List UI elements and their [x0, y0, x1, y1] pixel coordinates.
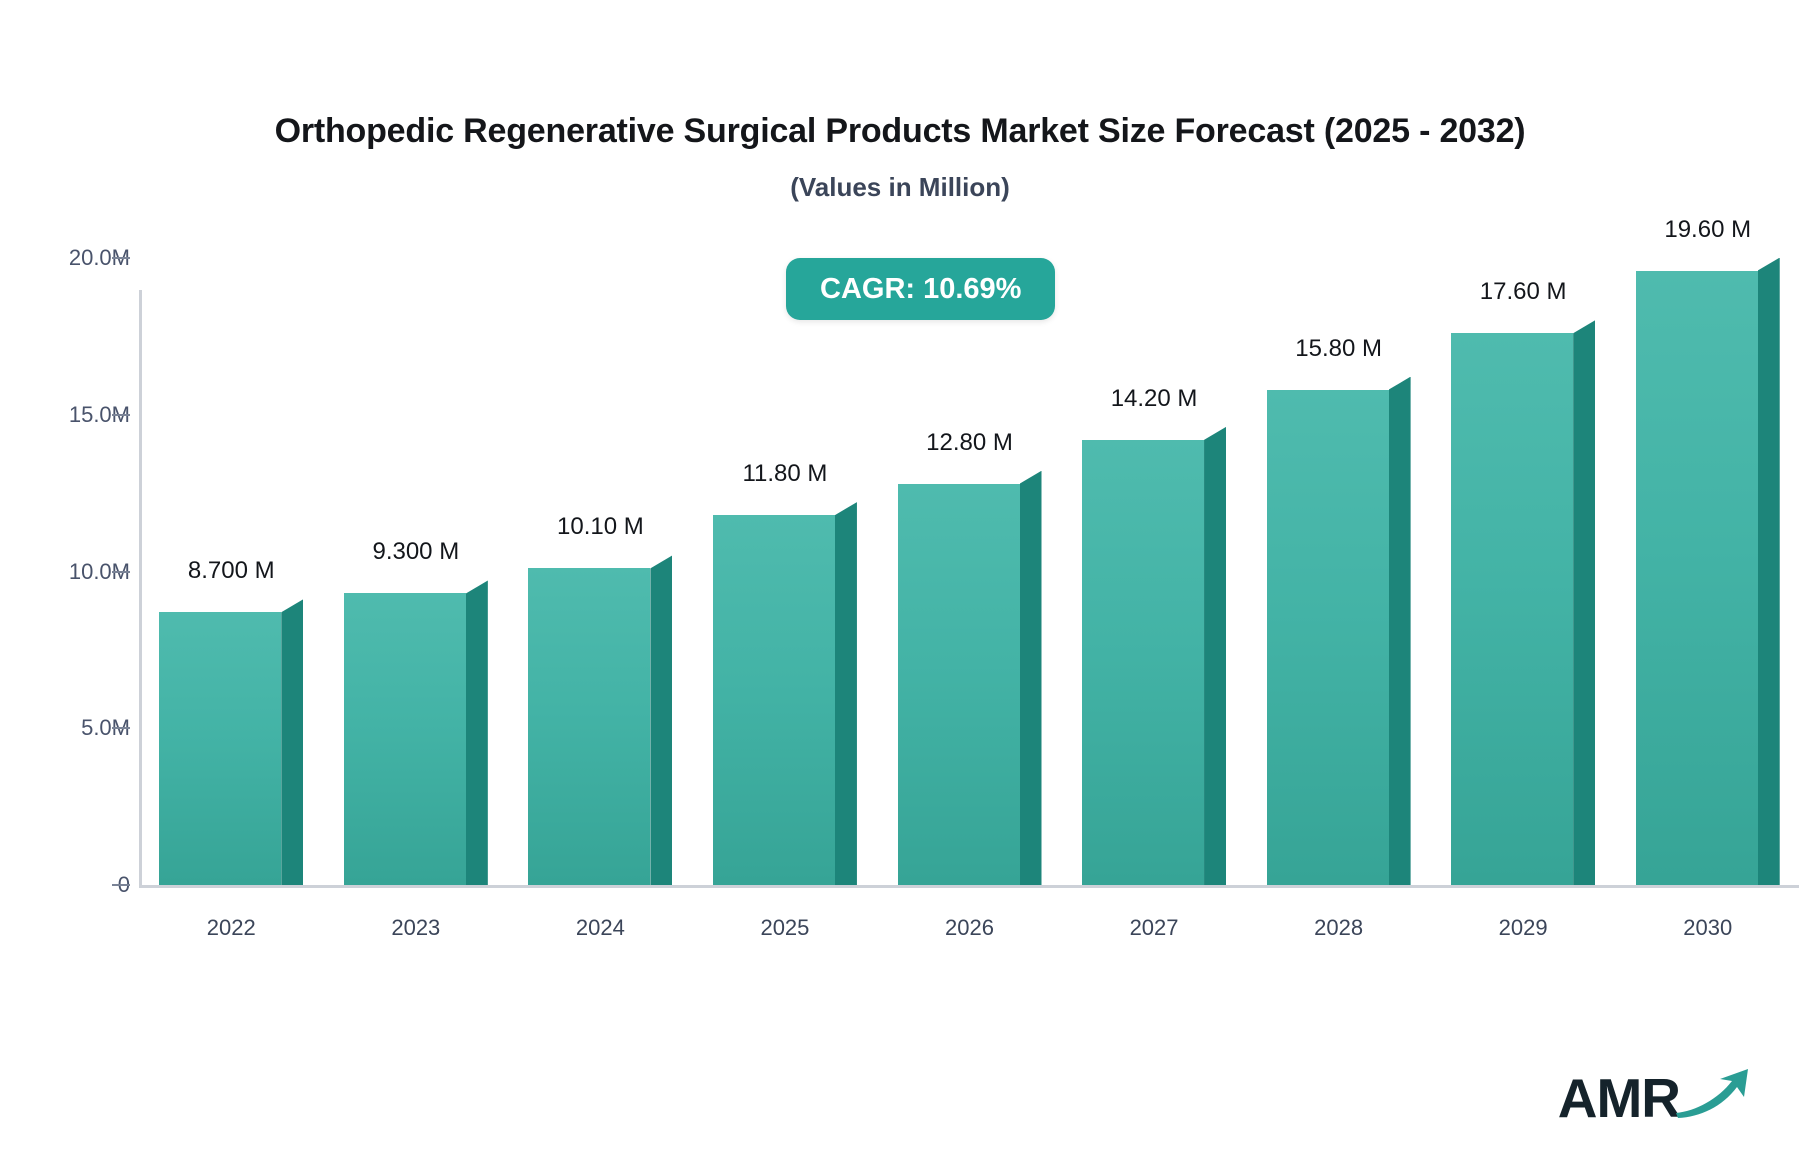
x-axis-tick-label: 2027 [1129, 915, 1179, 940]
x-axis-tick-label: 2023 [391, 915, 441, 940]
bar-front-face [1082, 439, 1205, 885]
bars-layer: 8.700 M 9.300 M 10.10 M 11.80 M 12.80 M 14.20… [139, 0, 1800, 1156]
y-axis-tick-label: 5.0M [81, 715, 130, 741]
bar-front-face [1451, 333, 1574, 885]
bar-value-label: 9.300 M [372, 538, 460, 566]
bar-front-face [712, 515, 835, 885]
bar-value-label: 12.80 M [926, 428, 1013, 456]
bar-front-face [1635, 270, 1758, 885]
amr-logo-text: AMR [1557, 1067, 1681, 1129]
growth-arrow-icon [1674, 1067, 1754, 1124]
bar-side-face [1573, 320, 1596, 885]
y-axis-tick-mark [112, 884, 130, 886]
bar-side-face [1019, 470, 1042, 885]
y-axis-tick-mark [112, 727, 130, 730]
bar[interactable] [897, 470, 1042, 885]
y-axis-line [139, 290, 142, 887]
bar-value-label: 8.700 M [187, 557, 275, 585]
cagr-badge: CAGR: 10.69% [786, 258, 1056, 320]
bar-side-face [465, 580, 488, 885]
bar-value-label: 17.60 M [1479, 278, 1567, 306]
bar-side-face [834, 502, 857, 885]
bar-side-face [281, 599, 304, 885]
bar-side-face [1757, 257, 1780, 885]
bar-value-label: 14.20 M [1110, 384, 1198, 412]
bar[interactable] [712, 502, 857, 885]
bar-front-face [343, 593, 466, 885]
bar-front-face [897, 483, 1020, 885]
x-axis-line [139, 885, 1799, 888]
x-axis-tick-label: 2026 [945, 915, 994, 940]
chart-subtitle: (Values in Million) [790, 172, 1010, 202]
y-axis-tick-mark [112, 413, 130, 416]
bar-side-face [1388, 376, 1411, 885]
x-axis-tick-label: 2030 [1683, 915, 1733, 940]
bar[interactable] [343, 580, 488, 885]
x-axis-tick-label: 2029 [1498, 915, 1548, 940]
bar[interactable] [1451, 320, 1596, 885]
y-axis-tick-mark [112, 570, 130, 573]
bar-front-face [159, 612, 282, 885]
bar[interactable] [1635, 257, 1780, 885]
bar-side-face [1204, 426, 1227, 885]
y-axis-tick-label: 15.0M [68, 401, 130, 427]
bar[interactable] [1082, 426, 1227, 885]
x-axis-tick-label: 2022 [206, 915, 256, 940]
x-axis-tick-label: 2024 [575, 915, 625, 940]
y-axis-tick-mark [112, 257, 130, 259]
chart-title: Orthopedic Regenerative Surgical Product… [274, 112, 1526, 150]
y-axis-tick-label: 10.0M [68, 558, 130, 584]
bar-value-label: 15.80 M [1295, 334, 1382, 362]
x-axis-tick-label: 2025 [760, 915, 810, 940]
y-axis-tick-label: 20.0M [68, 245, 130, 270]
bar-value-label: 10.10 M [557, 513, 644, 541]
y-axis-tick-label: 0 [117, 872, 130, 897]
cagr-badge-label: CAGR: 10.69% [820, 272, 1022, 305]
bar-front-face [1266, 389, 1389, 885]
bar-value-label: 19.60 M [1664, 215, 1752, 243]
bar[interactable] [1266, 376, 1411, 885]
bar-value-label: 11.80 M [742, 460, 828, 488]
bar[interactable] [528, 555, 673, 885]
amr-logo: AMR [1558, 1067, 1754, 1126]
x-axis-tick-label: 2028 [1314, 915, 1364, 940]
bar-front-face [528, 568, 651, 885]
bar[interactable] [159, 599, 304, 885]
bar-side-face [650, 555, 673, 885]
